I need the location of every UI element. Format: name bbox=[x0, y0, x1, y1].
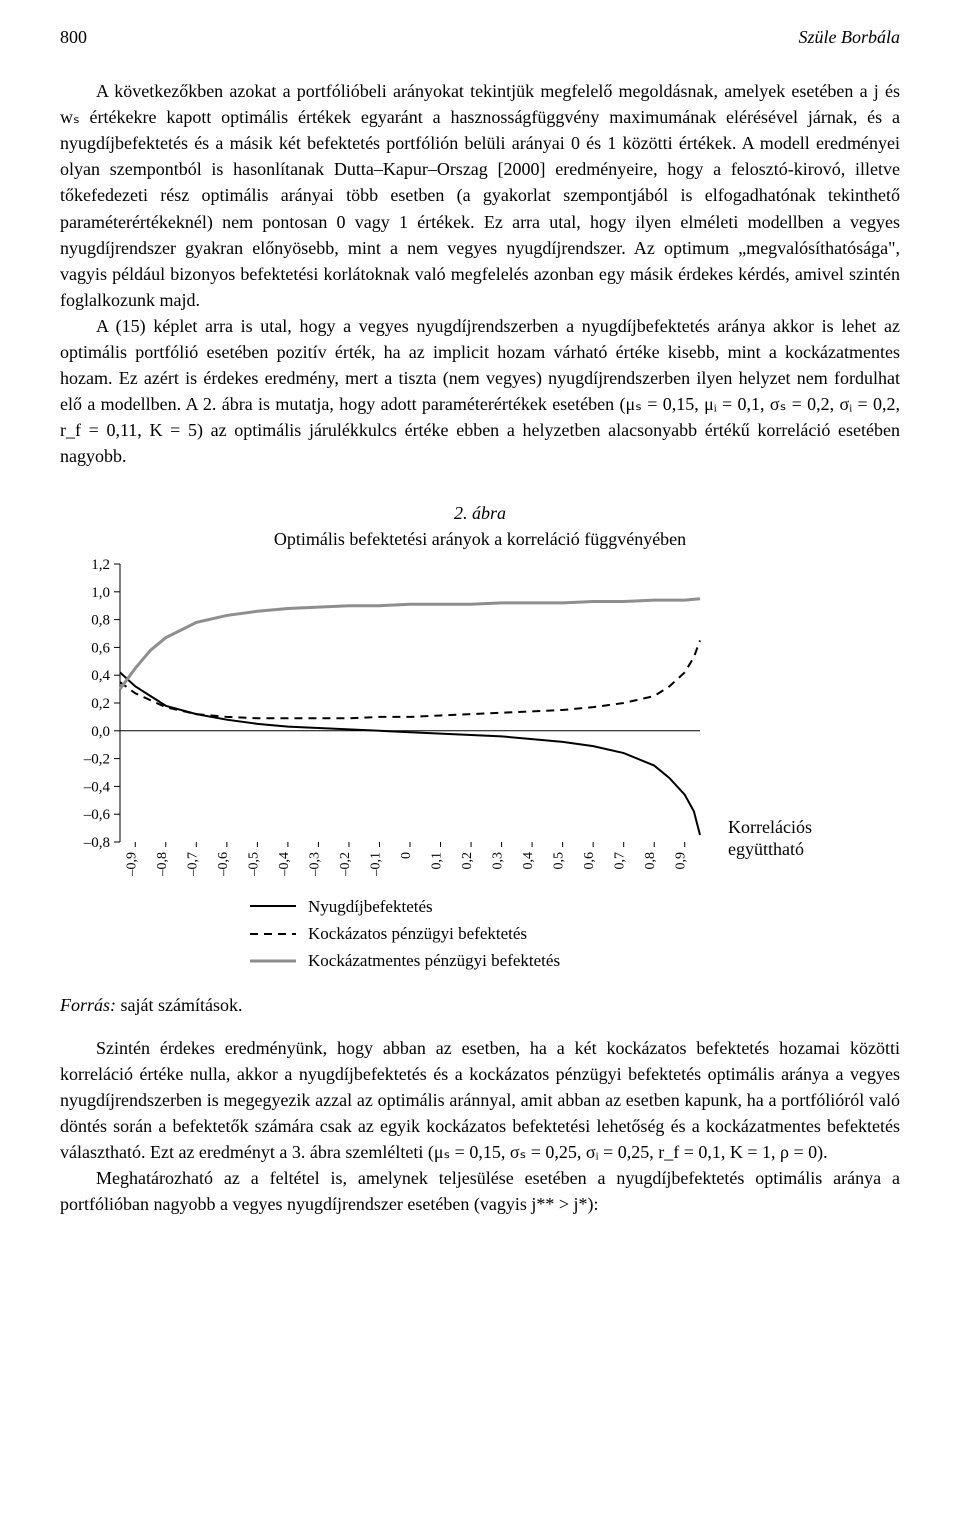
legend-item: Kockázatos pénzügyi befektetés bbox=[250, 920, 900, 947]
svg-text:1,0: 1,0 bbox=[91, 584, 110, 600]
source-text: saját számítások. bbox=[116, 995, 242, 1015]
page-header: 800 Szüle Borbála bbox=[60, 24, 900, 50]
svg-text:0,4: 0,4 bbox=[91, 668, 110, 684]
figure-title: Optimális befektetési arányok a korrelác… bbox=[274, 529, 686, 549]
svg-text:–0,6: –0,6 bbox=[83, 807, 111, 823]
paragraph-1: A következőkben azokat a portfólióbeli a… bbox=[60, 78, 900, 313]
svg-text:0,2: 0,2 bbox=[91, 696, 110, 712]
svg-text:0: 0 bbox=[399, 852, 414, 859]
legend-label: Kockázatmentes pénzügyi befektetés bbox=[308, 947, 560, 974]
svg-text:–0,5: –0,5 bbox=[246, 852, 261, 876]
header-author: Szüle Borbála bbox=[799, 24, 901, 50]
figure-number: 2. ábra bbox=[454, 503, 506, 523]
paragraph-3: Szintén érdekes eredményünk, hogy abban … bbox=[60, 1035, 900, 1165]
page-number: 800 bbox=[60, 24, 87, 50]
svg-text:0,6: 0,6 bbox=[91, 640, 110, 656]
svg-text:0,8: 0,8 bbox=[643, 852, 658, 870]
figure-source: Forrás: saját számítások. bbox=[60, 992, 900, 1018]
svg-text:1,2: 1,2 bbox=[91, 557, 110, 573]
svg-text:0,4: 0,4 bbox=[521, 852, 536, 870]
svg-text:0,3: 0,3 bbox=[491, 852, 506, 870]
figure-2: 2. ábra Optimális befektetési arányok a … bbox=[60, 500, 900, 1019]
svg-text:0,9: 0,9 bbox=[674, 852, 689, 870]
svg-text:0,7: 0,7 bbox=[613, 852, 628, 870]
svg-text:–0,2: –0,2 bbox=[338, 852, 353, 876]
legend-item: Nyugdíjbefektetés bbox=[250, 893, 900, 920]
svg-text:0,0: 0,0 bbox=[91, 723, 110, 739]
legend: NyugdíjbefektetésKockázatos pénzügyi bef… bbox=[250, 893, 900, 975]
svg-text:0,6: 0,6 bbox=[582, 852, 597, 870]
svg-text:–0,7: –0,7 bbox=[185, 852, 200, 876]
svg-text:–0,9: –0,9 bbox=[124, 852, 139, 876]
svg-text:–0,8: –0,8 bbox=[155, 852, 170, 876]
source-prefix: Forrás: bbox=[60, 995, 116, 1015]
paragraph-2: A (15) képlet arra is utal, hogy a vegye… bbox=[60, 313, 900, 470]
svg-text:–0,6: –0,6 bbox=[216, 852, 231, 876]
svg-text:0,1: 0,1 bbox=[430, 852, 445, 870]
legend-label: Nyugdíjbefektetés bbox=[308, 893, 433, 920]
svg-text:0,8: 0,8 bbox=[91, 612, 110, 628]
x-axis-label: Korrelációsegyüttható bbox=[728, 816, 812, 883]
chart-figure-2: 1,2 1,0 0,8 0,6 0,4 0,2 0,0 –0,2 –0,4 –0,6 –0,8 –0,… bbox=[60, 556, 710, 876]
legend-label: Kockázatos pénzügyi befektetés bbox=[308, 920, 527, 947]
svg-text:0,2: 0,2 bbox=[460, 852, 475, 870]
paragraph-4: Meghatározható az a feltétel is, amelyne… bbox=[60, 1165, 900, 1217]
svg-text:–0,4: –0,4 bbox=[83, 779, 111, 795]
svg-text:–0,3: –0,3 bbox=[307, 852, 322, 876]
svg-text:–0,2: –0,2 bbox=[83, 751, 110, 767]
svg-text:0,5: 0,5 bbox=[552, 852, 567, 870]
svg-text:–0,1: –0,1 bbox=[368, 852, 383, 876]
svg-text:–0,4: –0,4 bbox=[277, 852, 292, 876]
svg-text:–0,8: –0,8 bbox=[83, 835, 110, 851]
legend-item: Kockázatmentes pénzügyi befektetés bbox=[250, 947, 900, 974]
